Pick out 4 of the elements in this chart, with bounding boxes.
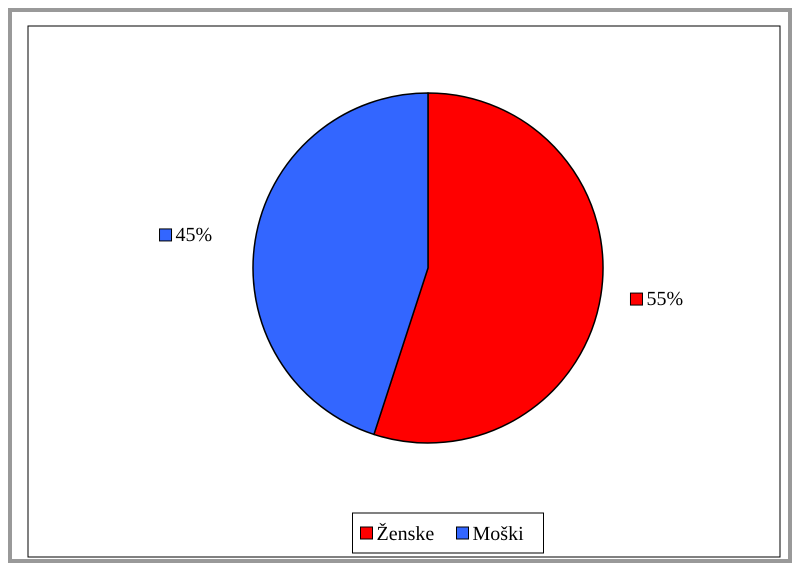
data-label: 45%	[176, 224, 212, 246]
legend-label: Moški	[472, 523, 524, 545]
data-label: 55%	[646, 288, 684, 310]
legend-label: Ženske	[376, 522, 434, 545]
